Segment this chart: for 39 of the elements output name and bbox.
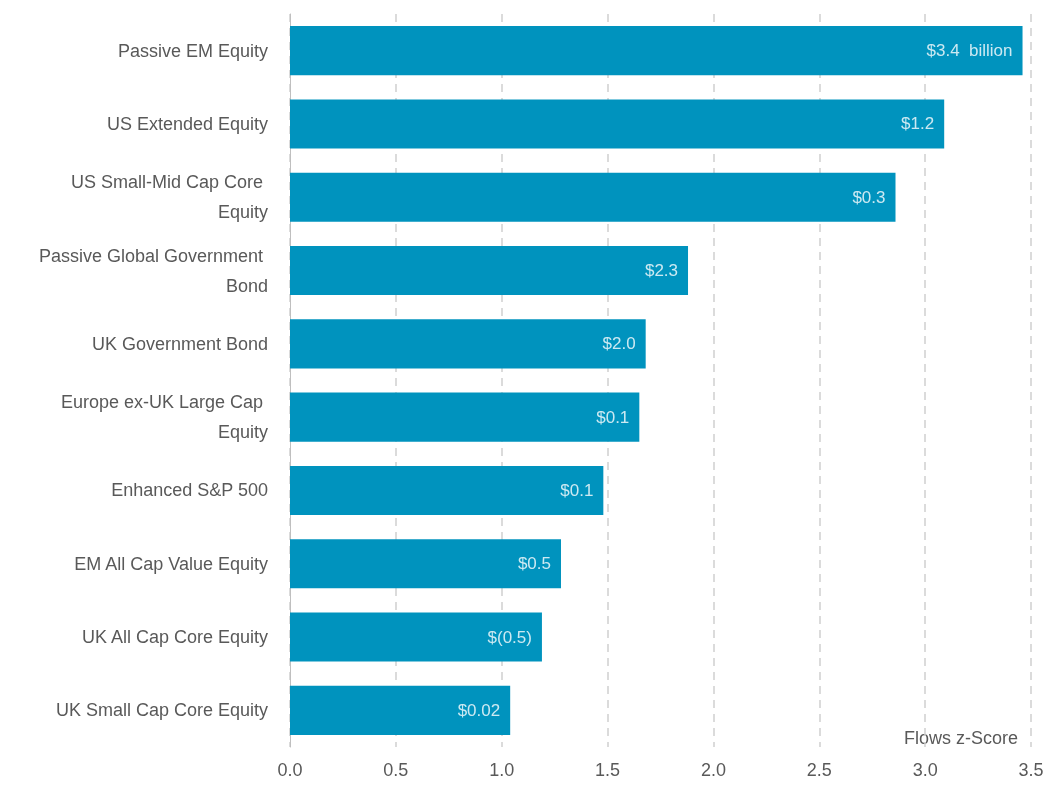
bar <box>290 685 511 735</box>
x-tick-label: 2.0 <box>700 760 726 780</box>
annotation: $2.0 <box>602 334 636 354</box>
annotation: $0.3 <box>852 187 886 207</box>
y-tick-label: UK Small Cap Core Equity <box>55 700 268 721</box>
y-tick-label: Passive Global Government Bond <box>38 245 268 296</box>
bar <box>290 245 689 296</box>
bar <box>290 612 542 662</box>
x-tick-label: 1.0 <box>489 760 515 780</box>
x-tick-label: 1.5 <box>595 760 621 780</box>
annotation: $3.4 billion <box>926 41 1013 61</box>
y-tick-label: Enhanced S&P 500 <box>111 480 268 501</box>
y-tick-label: UK All Cap Core Equity <box>81 627 268 648</box>
annotation: $0.1 <box>560 480 594 500</box>
x-tick-label: 0.0 <box>277 760 303 780</box>
y-tick-label: Europe ex-UK Large Cap Equity <box>60 392 268 443</box>
y-tick-label: UK Government Bond <box>91 333 268 354</box>
x-tick-label: 0.5 <box>383 760 409 780</box>
x-tick-label: 3.5 <box>1018 760 1044 780</box>
x-axis-title: Flows z-Score <box>903 728 1019 748</box>
y-tick-label: Passive EM Equity <box>117 40 268 61</box>
x-tick-label: 2.5 <box>806 760 832 780</box>
bar <box>290 465 604 516</box>
bar <box>290 539 561 589</box>
annotation: $0.1 <box>596 407 630 427</box>
annotation: $2.3 <box>644 261 679 281</box>
y-tick-label: US Extended Equity <box>106 113 268 134</box>
annotation: $(0.5) <box>487 627 532 647</box>
bar <box>290 392 640 442</box>
y-tick-label: EM All Cap Value Equity <box>74 553 268 574</box>
annotation: $1.2 <box>901 114 935 134</box>
bar <box>290 172 896 222</box>
annotation: $0.5 <box>517 554 551 574</box>
bar <box>290 319 646 369</box>
bar <box>290 99 945 149</box>
y-tick-label: US Small-Mid Cap Core Equity <box>70 172 268 223</box>
x-tick-label: 3.0 <box>912 760 938 780</box>
bar <box>290 26 1023 76</box>
annotation: $0.02 <box>457 700 501 720</box>
